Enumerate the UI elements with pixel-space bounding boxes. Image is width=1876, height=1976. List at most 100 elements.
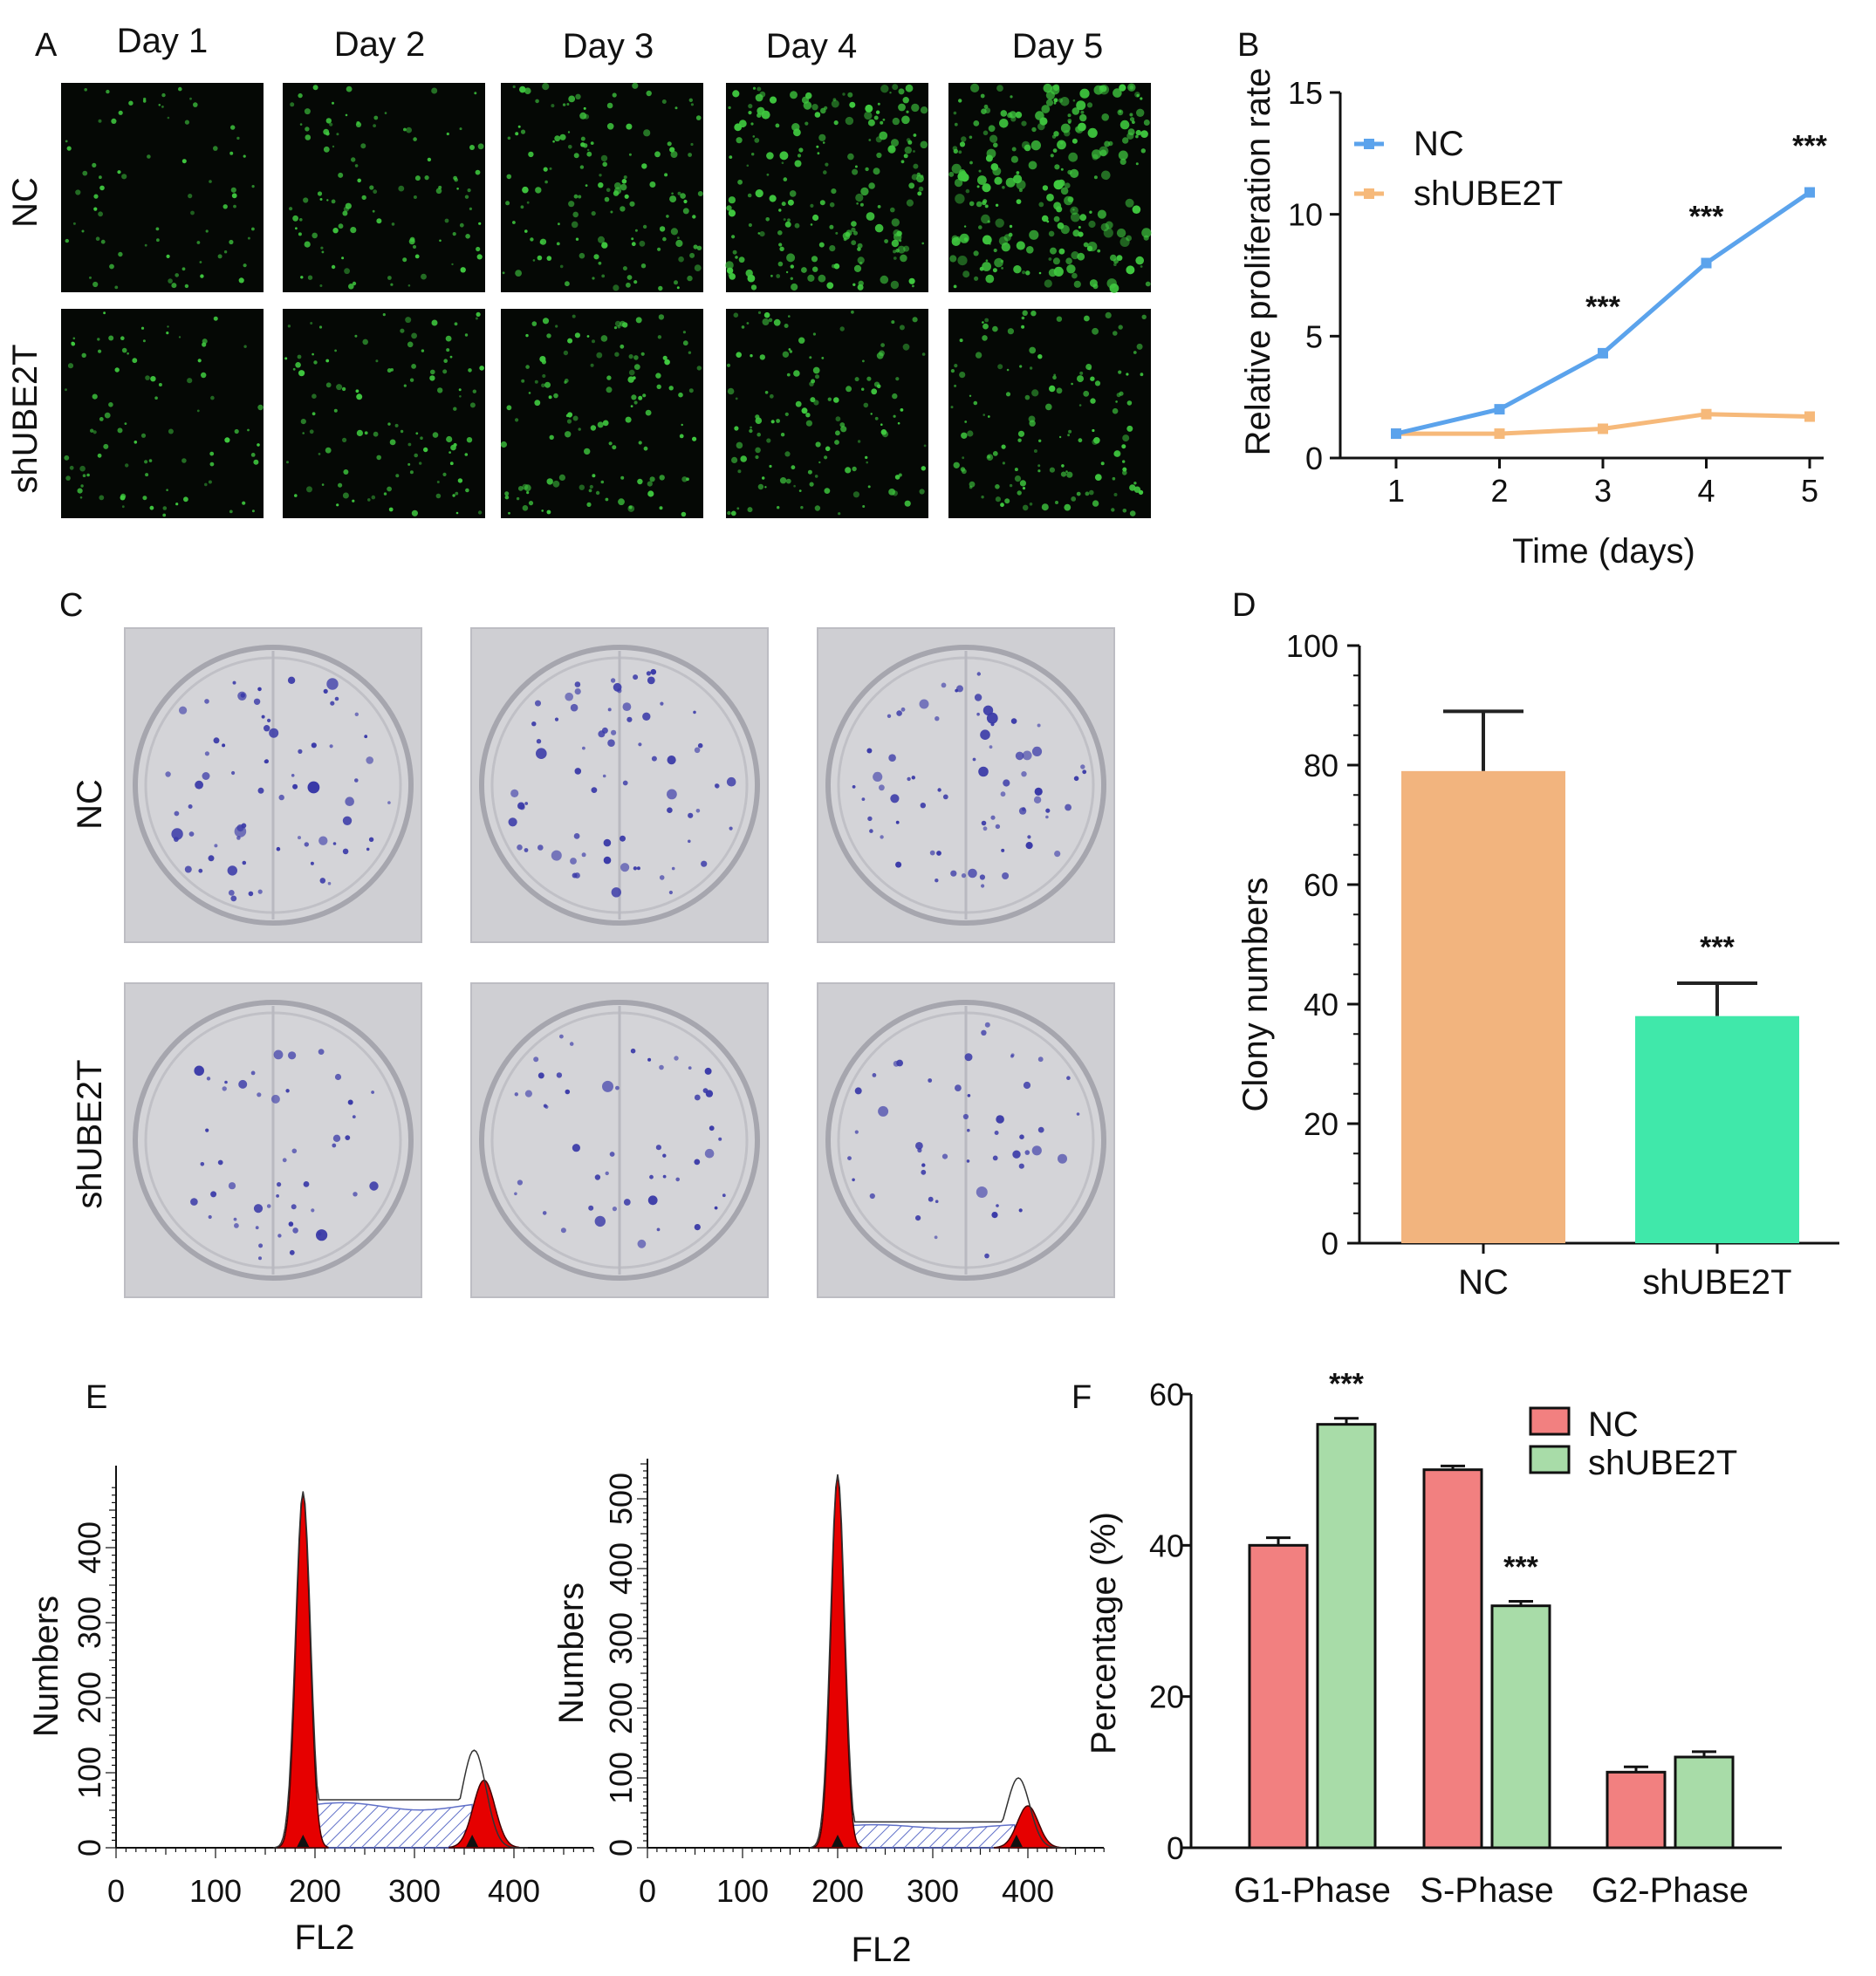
fluorescent-cell: [1078, 404, 1082, 407]
fluorescent-cell: [805, 413, 811, 418]
fluorescent-cell: [987, 455, 991, 459]
fluorescent-cell: [1005, 392, 1011, 397]
fluorescent-cell: [1099, 146, 1109, 156]
fluorescent-cell: [1079, 113, 1087, 122]
f-x-tick-label: G1-Phase: [1234, 1871, 1391, 1910]
fluorescent-cell: [810, 397, 816, 403]
fluorescent-cell: [230, 187, 236, 193]
fluorescent-cell: [1057, 222, 1065, 229]
fluorescent-cell: [656, 384, 661, 389]
fluorescent-cell: [593, 254, 599, 260]
fluorescent-cell: [79, 465, 86, 472]
fluorescent-cell: [65, 388, 67, 392]
fluorescent-cell: [171, 283, 177, 289]
fluorescent-cell: [586, 502, 592, 508]
fluorescent-cell: [243, 154, 246, 158]
fluorescent-cell: [602, 161, 607, 168]
colony-dot: [866, 748, 873, 754]
fluorescent-cell: [797, 154, 802, 158]
colony-dot: [869, 829, 873, 833]
fluorescent-cell: [332, 145, 335, 148]
fluorescent-cell: [868, 139, 872, 141]
fluorescent-cell: [726, 205, 732, 211]
colony-dot: [353, 1192, 358, 1197]
fluorescent-cell: [1078, 226, 1081, 229]
fluorescent-cell: [431, 87, 438, 94]
fluorescent-cell: [955, 194, 965, 204]
fluorescent-cell: [403, 127, 407, 132]
fluorescent-cell: [606, 188, 611, 193]
fluorescent-cell: [728, 106, 731, 110]
fluorescent-cell: [847, 92, 853, 98]
colony-dot: [588, 1205, 594, 1211]
fluorescent-cell: [961, 432, 968, 439]
fluorescent-cell: [329, 122, 333, 126]
fluorescent-cell: [985, 154, 993, 162]
fluorescent-cell: [455, 511, 459, 515]
fluorescent-cell: [541, 509, 544, 512]
fluorescent-cell: [1113, 88, 1122, 98]
fluorescent-cell: [769, 393, 774, 399]
fluorescent-cell: [825, 446, 831, 452]
fluorescent-cell: [1001, 267, 1003, 270]
colony-dot: [291, 1148, 298, 1154]
fluorescent-cell: [431, 319, 438, 326]
fluorescent-cell: [1119, 110, 1122, 113]
fluorescent-cell: [1145, 281, 1151, 287]
colony-dot: [270, 1094, 280, 1104]
fluorescent-cell: [120, 495, 126, 501]
fluorescent-cell: [1045, 403, 1052, 411]
colony-dot: [574, 681, 581, 687]
fluorescent-cell: [812, 266, 818, 272]
fluorescent-cell: [625, 416, 632, 423]
colony-dot: [224, 1080, 228, 1084]
f-bar: [1422, 1468, 1483, 1850]
fluorescent-cell: [879, 131, 888, 140]
fluorescent-cell: [992, 325, 998, 332]
fluorescent-cell: [1122, 434, 1130, 442]
fluorescent-cell: [469, 402, 476, 408]
fluorescent-cell: [251, 227, 255, 231]
colony-dot: [1022, 807, 1026, 811]
fluorescent-cell: [512, 85, 516, 89]
colony-dot: [318, 836, 328, 845]
fluorescent-cell: [1053, 266, 1064, 277]
fluorescent-cell: [984, 204, 989, 209]
fluorescent-cell: [891, 239, 900, 248]
fluorescent-cell: [1041, 503, 1049, 511]
fluorescent-cell: [435, 493, 442, 499]
fluorescent-cell: [1024, 144, 1031, 152]
fluorescent-cell: [1005, 177, 1016, 188]
fluorescent-cell: [948, 171, 955, 177]
colony-dot: [638, 742, 642, 747]
colony-dot: [704, 1067, 712, 1075]
fluorescent-cell: [626, 123, 633, 130]
fluorescent-cell: [786, 253, 796, 263]
fluorescent-cell: [818, 461, 821, 464]
fluorescent-cell: [735, 256, 738, 259]
fluorescent-cell: [187, 378, 193, 384]
colony-dot: [1018, 1163, 1024, 1169]
fluorescent-cell: [543, 167, 548, 172]
fluorescent-cell: [969, 135, 973, 140]
fluorescent-cell: [476, 246, 481, 252]
fluorescent-cell: [954, 364, 958, 368]
colony-dot: [202, 772, 210, 780]
colony-dot: [659, 1064, 664, 1070]
fluorescent-cell: [638, 441, 642, 445]
fluorescent-cell: [520, 129, 526, 134]
fluorescent-cell: [476, 254, 483, 260]
fluorescent-cell: [898, 88, 905, 95]
fluorescent-cell: [675, 239, 683, 248]
fluorescent-cell: [1052, 148, 1058, 154]
e-raw-histogram-outline: [809, 1473, 1070, 1849]
fluorescent-cell: [952, 146, 958, 151]
colony-dot: [188, 804, 193, 809]
fluorescent-cell: [678, 392, 683, 398]
colony-dot: [1080, 764, 1085, 769]
fluorescent-cell: [1021, 325, 1025, 329]
colony-dot: [895, 861, 902, 868]
fluorescent-cell: [662, 355, 668, 360]
colony-dot: [986, 712, 998, 724]
colony-dot: [955, 688, 959, 693]
